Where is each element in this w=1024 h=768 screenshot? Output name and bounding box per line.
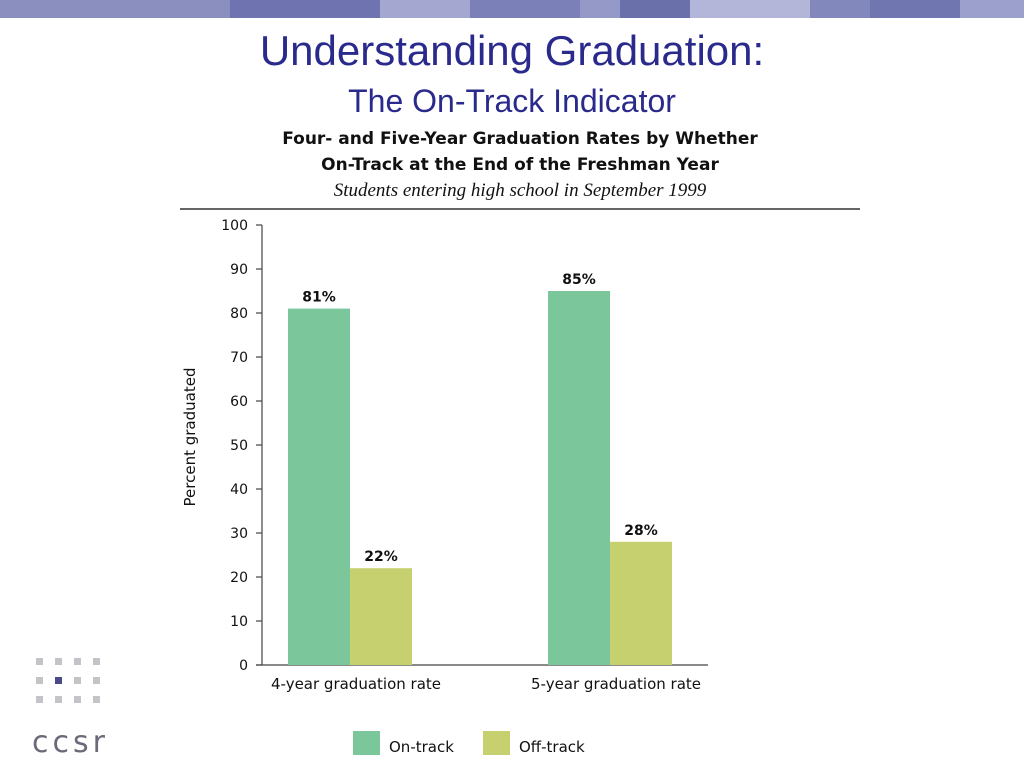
data-label: 85% bbox=[562, 272, 596, 288]
legend-label: Off-track bbox=[519, 738, 585, 756]
data-label: 81% bbox=[302, 290, 336, 306]
ccsr-logo: ccsr bbox=[30, 658, 120, 758]
chart-title-line-1: Four- and Five-Year Graduation Rates by … bbox=[282, 129, 758, 149]
data-label: 28% bbox=[624, 523, 658, 539]
bar-off-track-2 bbox=[610, 541, 672, 665]
legend-swatch bbox=[483, 731, 510, 755]
x-category-label: 4-year graduation rate bbox=[271, 675, 441, 693]
logo-text: ccsr bbox=[32, 725, 109, 760]
y-tick-label: 40 bbox=[230, 482, 248, 498]
y-tick-label: 0 bbox=[239, 658, 248, 674]
y-tick-label: 10 bbox=[230, 614, 248, 630]
legend-swatch bbox=[353, 731, 380, 755]
y-tick-label: 90 bbox=[230, 262, 248, 278]
y-tick-label: 20 bbox=[230, 570, 248, 586]
bar-off-track-1 bbox=[350, 568, 412, 665]
slide-subtitle: The On-Track Indicator bbox=[348, 83, 676, 119]
bar-on-track-2 bbox=[548, 291, 610, 665]
y-tick-label: 100 bbox=[221, 218, 248, 234]
y-tick-label: 30 bbox=[230, 526, 248, 542]
slide-title: Understanding Graduation: bbox=[259, 27, 765, 74]
chart-title-line-2: On-Track at the End of the Freshman Year bbox=[321, 155, 719, 175]
y-tick-label: 50 bbox=[230, 438, 248, 454]
y-tick-label: 60 bbox=[230, 394, 248, 410]
bar-on-track-1 bbox=[288, 308, 350, 665]
data-label: 22% bbox=[364, 549, 398, 565]
y-axis-label: Percent graduated bbox=[181, 368, 199, 507]
y-tick-label: 70 bbox=[230, 350, 248, 366]
header-stripe bbox=[0, 0, 1024, 18]
y-tick-label: 80 bbox=[230, 306, 248, 322]
legend-label: On-track bbox=[389, 738, 454, 756]
x-category-label: 5-year graduation rate bbox=[531, 675, 701, 693]
logo-dot-grid bbox=[36, 658, 100, 703]
chart-subtitle: Students entering high school in Septemb… bbox=[333, 180, 707, 201]
